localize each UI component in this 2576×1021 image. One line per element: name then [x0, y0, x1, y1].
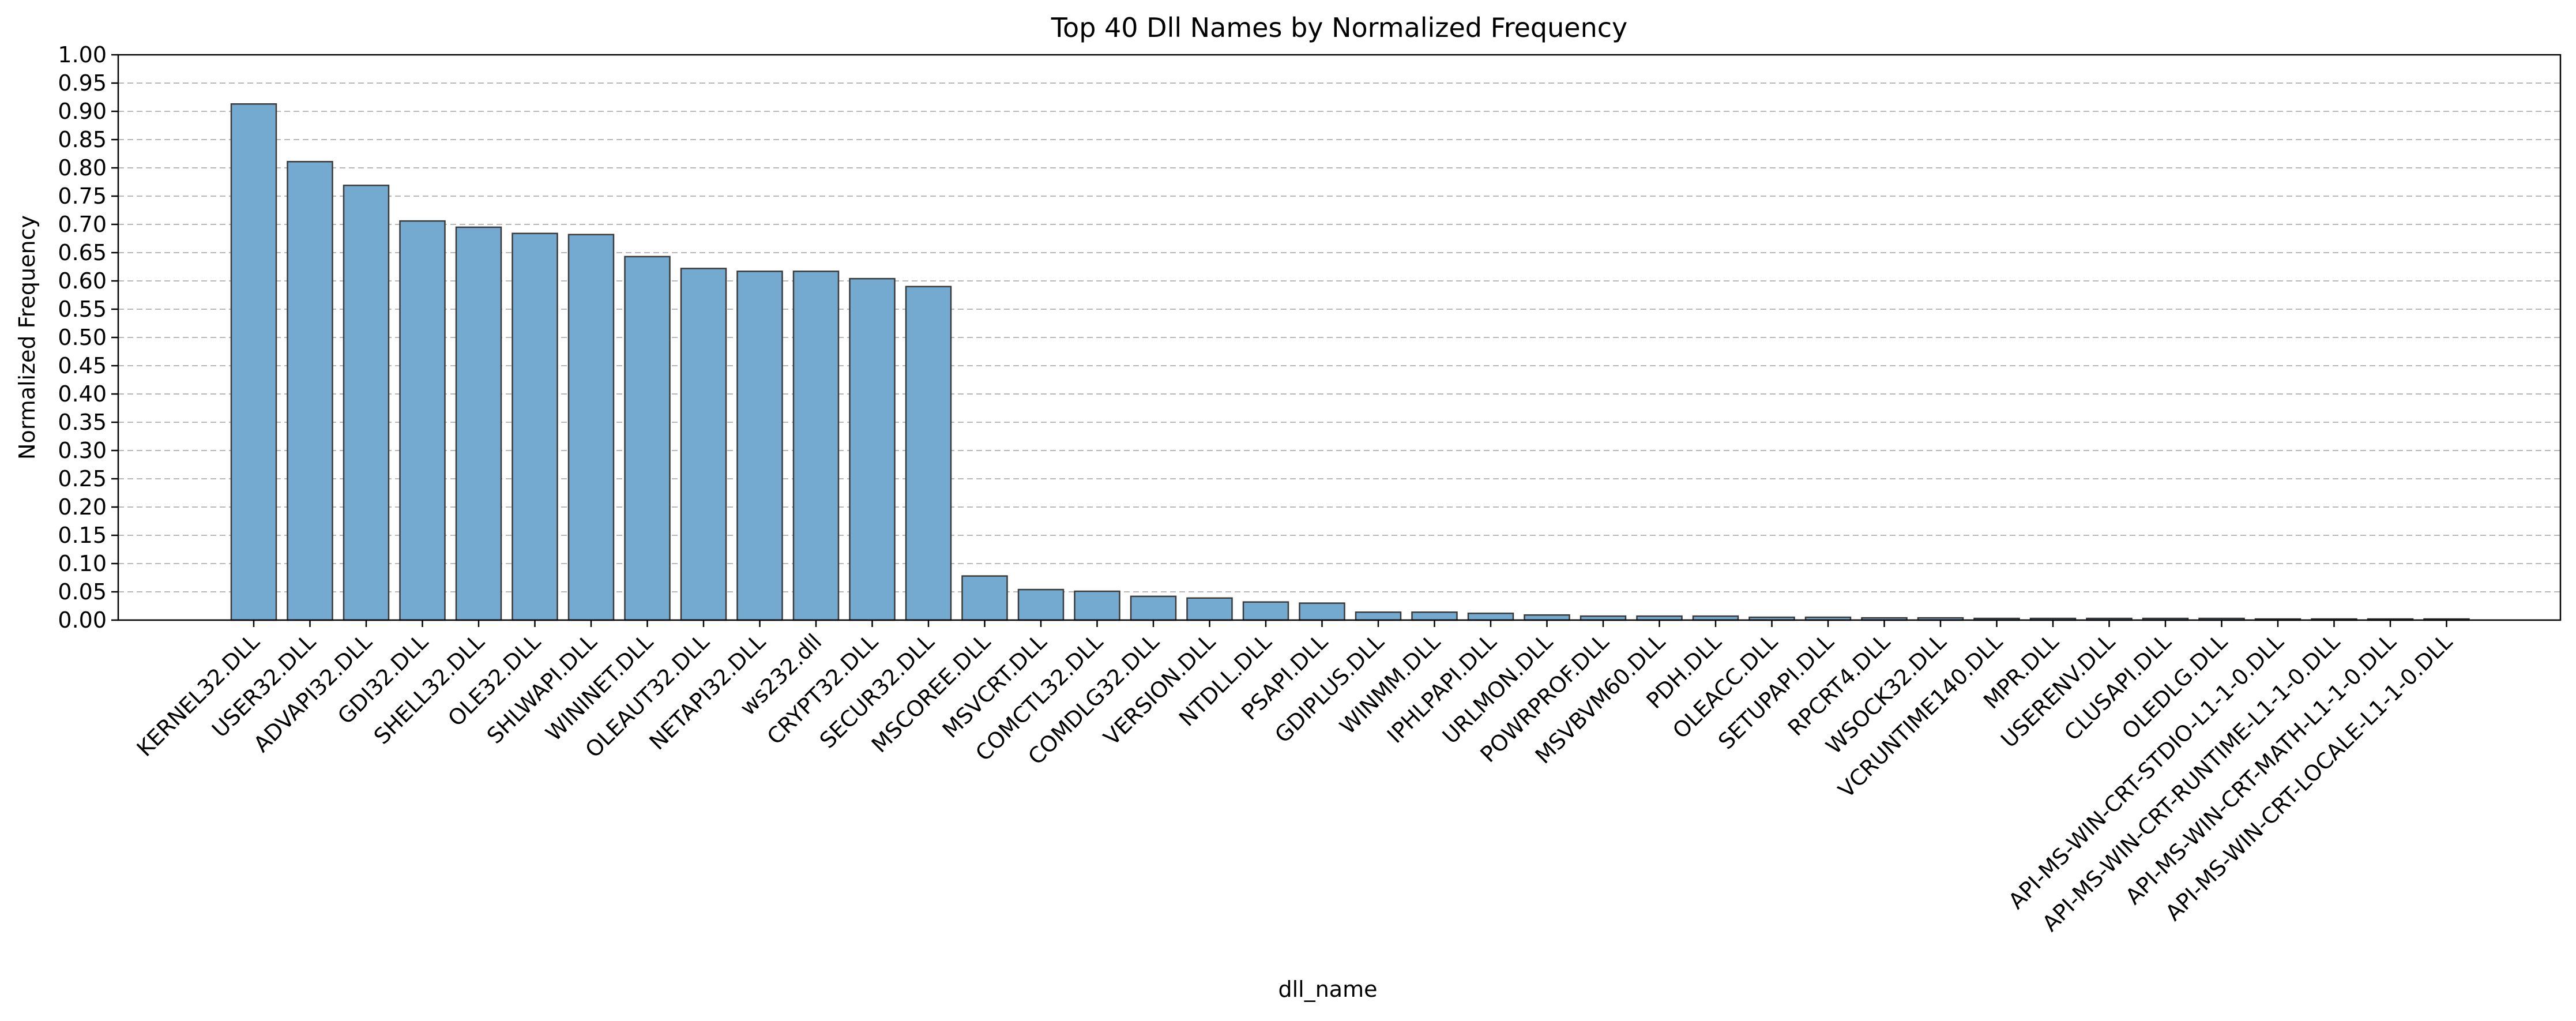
bar — [287, 160, 333, 621]
bar — [230, 103, 277, 621]
y-tick-label: 0.35 — [58, 410, 107, 435]
y-tick-label: 0.80 — [58, 155, 107, 181]
bar — [849, 277, 896, 621]
bar — [1017, 588, 1065, 621]
y-tick-label: 0.65 — [58, 240, 107, 265]
bar — [792, 271, 840, 621]
bar — [680, 268, 727, 621]
bar — [1186, 597, 1233, 621]
bar — [736, 271, 783, 621]
bar — [1524, 614, 1570, 621]
y-tick-label: 0.00 — [58, 607, 107, 633]
y-tick-label: 0.95 — [58, 70, 107, 96]
y-tick-label: 0.75 — [58, 183, 107, 209]
bar — [399, 220, 446, 621]
bar — [1242, 601, 1289, 621]
bar — [905, 286, 952, 621]
bar — [1074, 590, 1120, 621]
bar — [343, 185, 390, 621]
x-axis-title: dll_name — [1278, 977, 1377, 1002]
bar — [1355, 611, 1402, 621]
y-tick-label: 1.00 — [58, 42, 107, 67]
bar — [455, 226, 502, 621]
y-tick-label: 0.50 — [58, 325, 107, 350]
bars — [230, 103, 2470, 621]
y-tick-label: 0.25 — [58, 466, 107, 491]
bar — [1411, 611, 1458, 621]
bar — [1467, 612, 1514, 621]
y-tick-label: 0.20 — [58, 494, 107, 520]
y-tick-label: 0.70 — [58, 212, 107, 237]
y-tick-label: 0.40 — [58, 381, 107, 407]
y-tick-label: 0.60 — [58, 268, 107, 294]
bar — [567, 234, 615, 621]
y-tick-label: 0.30 — [58, 438, 107, 463]
bar — [512, 232, 558, 621]
y-tick-label: 0.85 — [58, 127, 107, 152]
bar — [624, 256, 671, 621]
y-tick-label: 0.05 — [58, 579, 107, 605]
y-tick-label: 0.10 — [58, 551, 107, 576]
y-tick-label: 0.90 — [58, 99, 107, 124]
y-tick-label: 0.45 — [58, 353, 107, 378]
y-tick-label: 0.15 — [58, 523, 107, 548]
chart-title: Top 40 Dll Names by Normalized Frequency — [1051, 12, 1627, 43]
bar — [961, 575, 1008, 621]
y-tick-label: 0.55 — [58, 296, 107, 322]
y-axis-title: Normalized Frequency — [14, 215, 40, 460]
y-axis-ticks: 0.000.05 0.10 0.15 0.20 0.25 0.30 0.35 0.40 0.45… — [58, 42, 118, 633]
bar — [1130, 595, 1177, 621]
bar — [1299, 602, 1345, 621]
